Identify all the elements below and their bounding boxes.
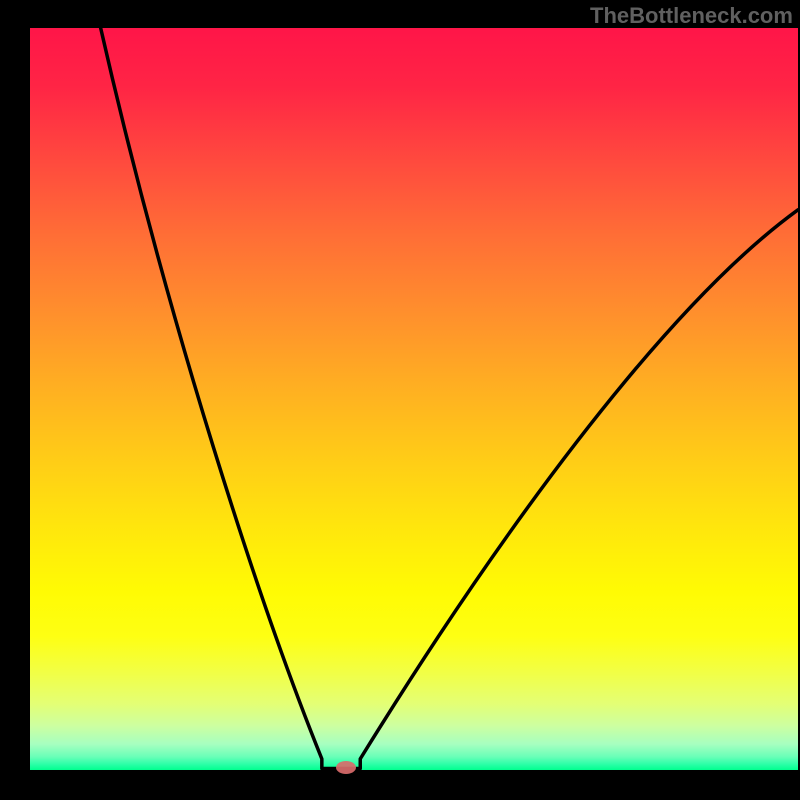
chart-container: TheBottleneck.com: [0, 0, 800, 800]
optimum-marker: [336, 761, 356, 774]
bottleneck-curve: [101, 28, 798, 769]
plot-area: [30, 28, 798, 770]
curve-layer: [30, 28, 798, 770]
watermark-text: TheBottleneck.com: [590, 3, 793, 29]
